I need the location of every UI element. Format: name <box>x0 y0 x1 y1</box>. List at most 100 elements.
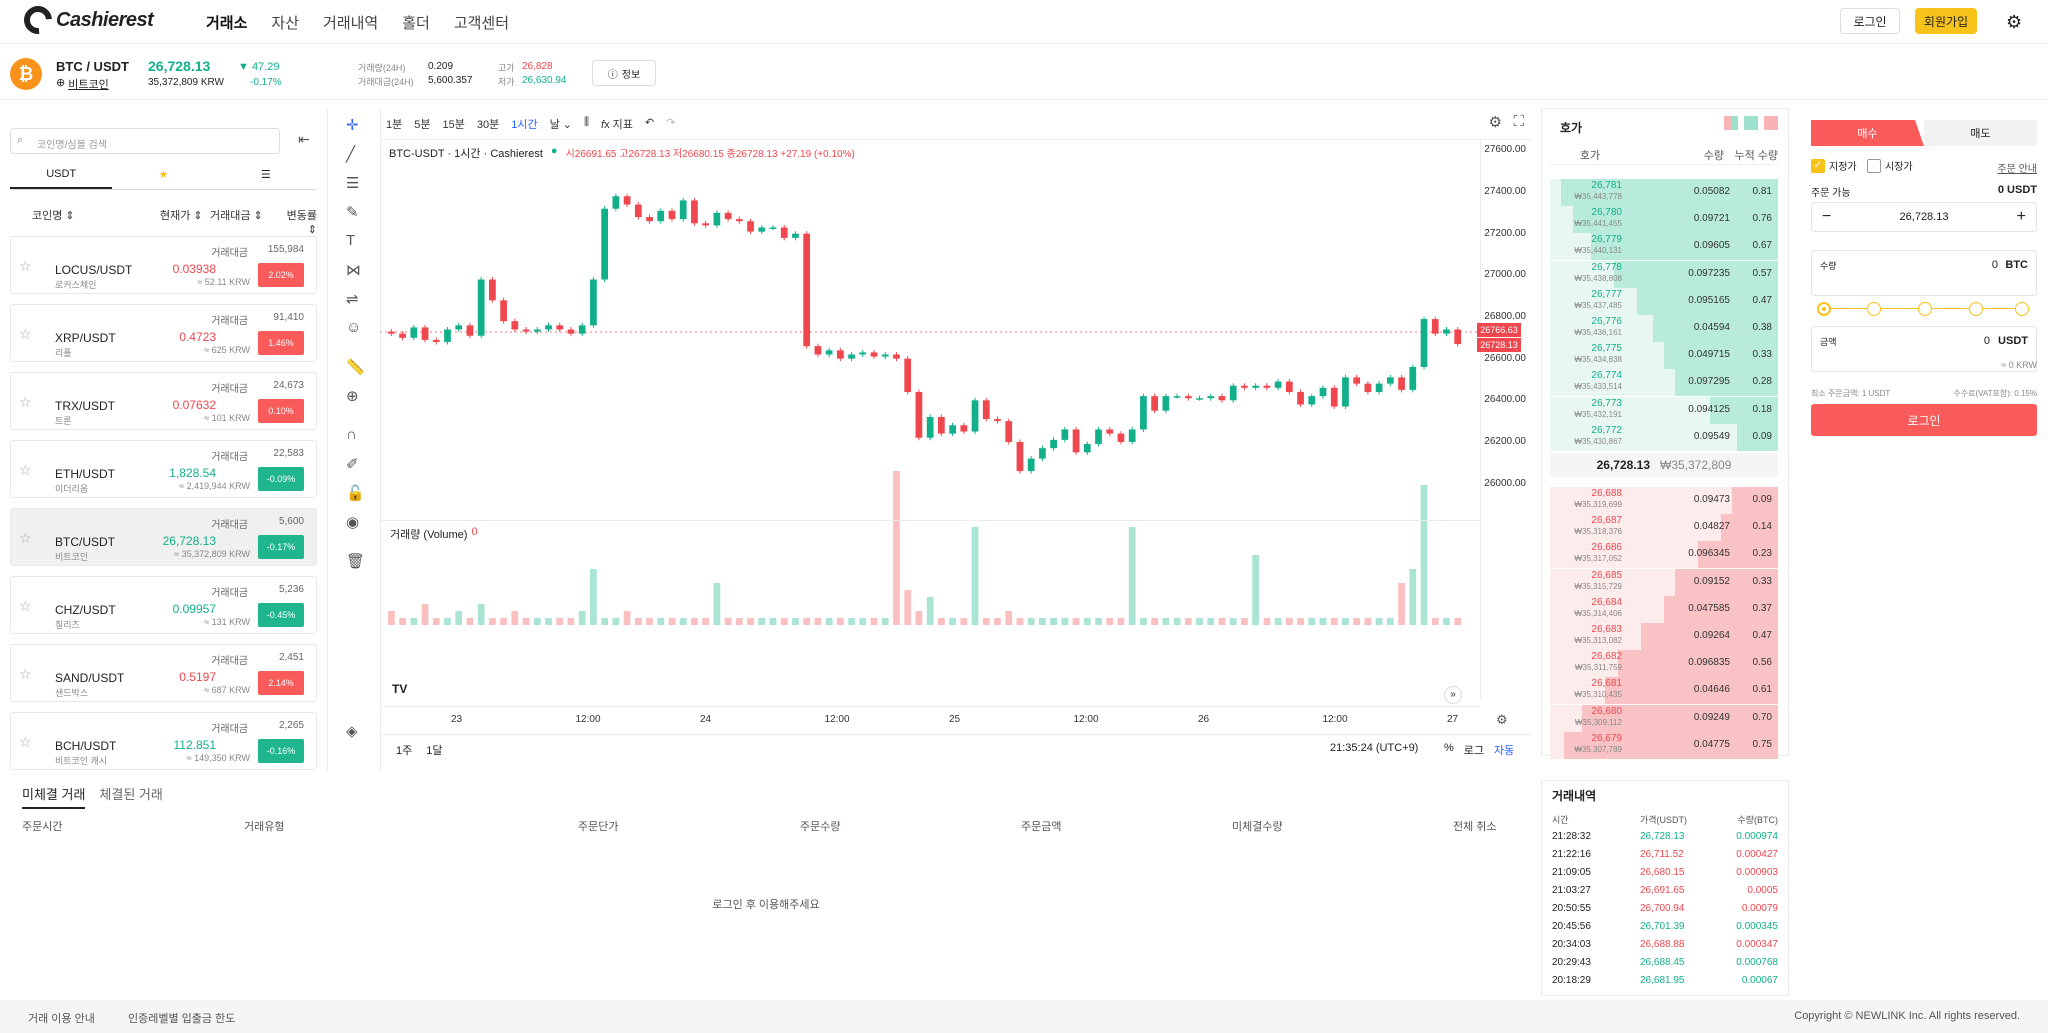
coin-card[interactable]: ☆ 5,600 거래대금 BTC/USDT 비트코인 26,728.13 ≈ 35,372,… <box>10 508 317 566</box>
col-coin-name[interactable]: 코인명 ⇕ <box>32 210 75 222</box>
brush-icon[interactable]: ✎ <box>346 204 359 221</box>
favorite-star-icon[interactable]: ☆ <box>19 462 32 478</box>
eye-icon[interactable]: ◉ <box>346 514 360 531</box>
amount-value[interactable]: 0 <box>1983 335 1990 347</box>
settings-gear-icon[interactable]: ⚙ <box>2006 12 2023 32</box>
pattern-icon[interactable]: ⋈ <box>346 262 361 279</box>
nav-exchange[interactable]: 거래소 <box>206 15 248 32</box>
candlestick-chart[interactable] <box>380 140 1480 630</box>
scale-auto[interactable]: 자동 <box>1494 745 1515 757</box>
scale-log[interactable]: 로그 <box>1463 745 1485 757</box>
bid-row[interactable]: 26,683 ₩35,313,082 0.09264 0.47 <box>1550 623 1778 650</box>
ruler-icon[interactable]: 📏 <box>346 359 365 376</box>
brand-logo[interactable]: Cashierest <box>18 0 154 40</box>
fullscreen-icon[interactable]: ⛶ <box>1513 113 1524 130</box>
slider-stop-25[interactable] <box>1867 302 1881 316</box>
favorite-star-icon[interactable]: ☆ <box>19 394 32 410</box>
coin-card[interactable]: ☆ 24,673 거래대금 TRX/USDT 트론 0.07632 ≈ 101 KRW 0.1… <box>10 372 317 430</box>
tab-open-orders[interactable]: 미체결 거래 <box>22 784 86 809</box>
zoom-icon[interactable]: ⊕ <box>346 388 359 405</box>
slider-stop-100[interactable] <box>2015 302 2029 316</box>
ask-row[interactable]: 26,773 ₩35,432,191 0.094125 0.18 <box>1550 396 1778 424</box>
limit-option[interactable]: ✓ 지정가 <box>1811 158 1857 173</box>
coin-card[interactable]: ☆ 2,265 거래대금 BCH/USDT 비트코인 캐시 112.851 ≈ 149,35… <box>10 712 317 770</box>
cancel-all-button[interactable]: 전체 취소 <box>1453 821 1497 833</box>
favorite-star-icon[interactable]: ☆ <box>19 734 32 750</box>
tab-filled-orders[interactable]: 체결된 거래 <box>99 787 163 802</box>
coin-card[interactable]: ☆ 155,984 거래대금 LOCUS/USDT 로커스체인 0.03938 ≈ 52.1… <box>10 236 317 294</box>
scroll-right-icon[interactable]: » <box>1444 686 1462 704</box>
market-option[interactable]: 시장가 <box>1867 158 1913 173</box>
slider-stop-50[interactable] <box>1918 302 1932 316</box>
favorite-star-icon[interactable]: ☆ <box>19 326 32 342</box>
sell-tab[interactable]: 매도 <box>1924 120 2037 146</box>
layers-icon[interactable]: ◈ <box>346 723 358 740</box>
trash-icon[interactable]: 🗑 <box>346 553 366 570</box>
ask-row[interactable]: 26,779 ₩35,440,131 0.09605 0.67 <box>1550 233 1778 261</box>
order-guide-link[interactable]: 주문 안내 <box>1997 164 2037 175</box>
view-asks-icon[interactable] <box>1764 116 1778 130</box>
crosshair-icon[interactable]: ✛ <box>346 117 359 134</box>
indicator-button[interactable]: fx 지표 <box>601 116 633 132</box>
favorite-star-icon[interactable]: ☆ <box>19 258 32 274</box>
footer-trade-guide-link[interactable]: 거래 이용 안내 <box>28 1013 95 1025</box>
coin-card[interactable]: ☆ 5,236 거래대금 CHZ/USDT 칠리즈 0.09957 ≈ 131 KRW -0.… <box>10 576 317 634</box>
ticker-pair[interactable]: BTC / USDT <box>56 59 129 74</box>
submit-login-button[interactable]: 로그인 <box>1811 404 2037 436</box>
slider-stop-75[interactable] <box>1969 302 1983 316</box>
buy-tab[interactable]: 매수 <box>1811 120 1924 146</box>
text-tool-icon[interactable]: T <box>346 232 356 249</box>
axis-settings-gear-icon[interactable]: ⚙ <box>1496 712 1508 727</box>
slider-stop-0[interactable] <box>1817 302 1831 316</box>
interval-1h[interactable]: 1시간 <box>511 119 538 131</box>
ticker-coin-link[interactable]: ⊕ 비트코인 <box>56 76 109 92</box>
coin-card[interactable]: ☆ 22,583 거래대금 ETH/USDT 이더리움 1,828.54 ≈ 2,419,9… <box>10 440 317 498</box>
price-input[interactable]: 26,728.13 <box>1899 211 1949 223</box>
prediction-icon[interactable]: ⇌ <box>346 291 359 308</box>
view-both-icon[interactable] <box>1724 116 1738 130</box>
login-button[interactable]: 로그인 <box>1840 8 1900 34</box>
price-stepper[interactable]: − 26,728.13 + <box>1811 202 2037 232</box>
tab-list-icon[interactable]: ☰ <box>260 169 271 181</box>
qty-field[interactable]: 수량 0 BTC <box>1811 250 2037 296</box>
coin-card[interactable]: ☆ 2,451 거래대금 SAND/USDT 샌드박스 0.5197 ≈ 687 KRW 2.… <box>10 644 317 702</box>
ask-row[interactable]: 26,775 ₩35,434,838 0.049715 0.33 <box>1550 342 1778 370</box>
bid-row[interactable]: 26,682 ₩35,311,759 0.096835 0.56 <box>1550 650 1778 678</box>
plus-icon[interactable]: + <box>2016 208 2026 225</box>
undo-icon[interactable]: ↶ <box>644 117 655 129</box>
chart-settings-gear-icon[interactable]: ⚙ <box>1488 114 1502 131</box>
ask-row[interactable]: 26,772 ₩35,430,867 0.09549 0.09 <box>1550 423 1778 451</box>
ask-row[interactable]: 26,776 ₩35,436,161 0.04594 0.38 <box>1550 315 1778 342</box>
bid-row[interactable]: 26,680 ₩35,309,112 0.09249 0.70 <box>1550 704 1778 732</box>
interval-15m[interactable]: 15분 <box>442 119 465 131</box>
bid-row[interactable]: 26,687 ₩35,318,376 0.04827 0.14 <box>1550 514 1778 542</box>
lock-icon[interactable]: 🔓 <box>346 485 365 502</box>
col-change[interactable]: 변동률 ⇕ <box>286 210 317 236</box>
fib-icon[interactable]: ☰ <box>346 175 360 192</box>
range-1w[interactable]: 1주 <box>396 745 413 757</box>
magnet-icon[interactable]: ∩ <box>346 426 357 443</box>
minus-icon[interactable]: − <box>1822 208 1832 225</box>
bid-row[interactable]: 26,679 ₩35,307,789 0.04775 0.75 <box>1550 731 1778 759</box>
bid-row[interactable]: 26,688 ₩35,319,699 0.09473 0.09 <box>1550 487 1778 514</box>
trendline-icon[interactable]: ╱ <box>346 146 356 163</box>
interval-30m[interactable]: 30분 <box>476 119 500 131</box>
emoji-icon[interactable]: ☺ <box>346 319 362 336</box>
info-button[interactable]: ⓘ 정보 <box>592 60 656 86</box>
lock-drawing-icon[interactable]: ✐ <box>346 456 359 473</box>
ask-row[interactable]: 26,778 ₩35,438,808 0.097235 0.57 <box>1550 260 1778 288</box>
col-volume[interactable]: 거래대금 ⇕ <box>210 210 263 222</box>
qty-value[interactable]: 0 <box>1991 259 1998 271</box>
bid-row[interactable]: 26,685 ₩35,315,729 0.09152 0.33 <box>1550 568 1778 596</box>
nav-support[interactable]: 고객센터 <box>453 15 510 32</box>
nav-holder[interactable]: 홀더 <box>402 15 430 32</box>
collapse-panel-icon[interactable]: ⇤ <box>298 131 310 147</box>
col-price[interactable]: 현재가 ⇕ <box>160 210 203 222</box>
signup-button[interactable]: 회원가입 <box>1915 8 1977 34</box>
ask-row[interactable]: 26,774 ₩35,433,514 0.097295 0.28 <box>1550 369 1778 397</box>
nav-assets[interactable]: 자산 <box>271 15 300 32</box>
redo-icon[interactable]: ↷ <box>666 117 676 129</box>
amount-field[interactable]: 금액 0 USDT <box>1811 326 2037 372</box>
tab-usdt[interactable]: USDT <box>10 168 113 189</box>
nav-history[interactable]: 거래내역 <box>323 15 379 32</box>
